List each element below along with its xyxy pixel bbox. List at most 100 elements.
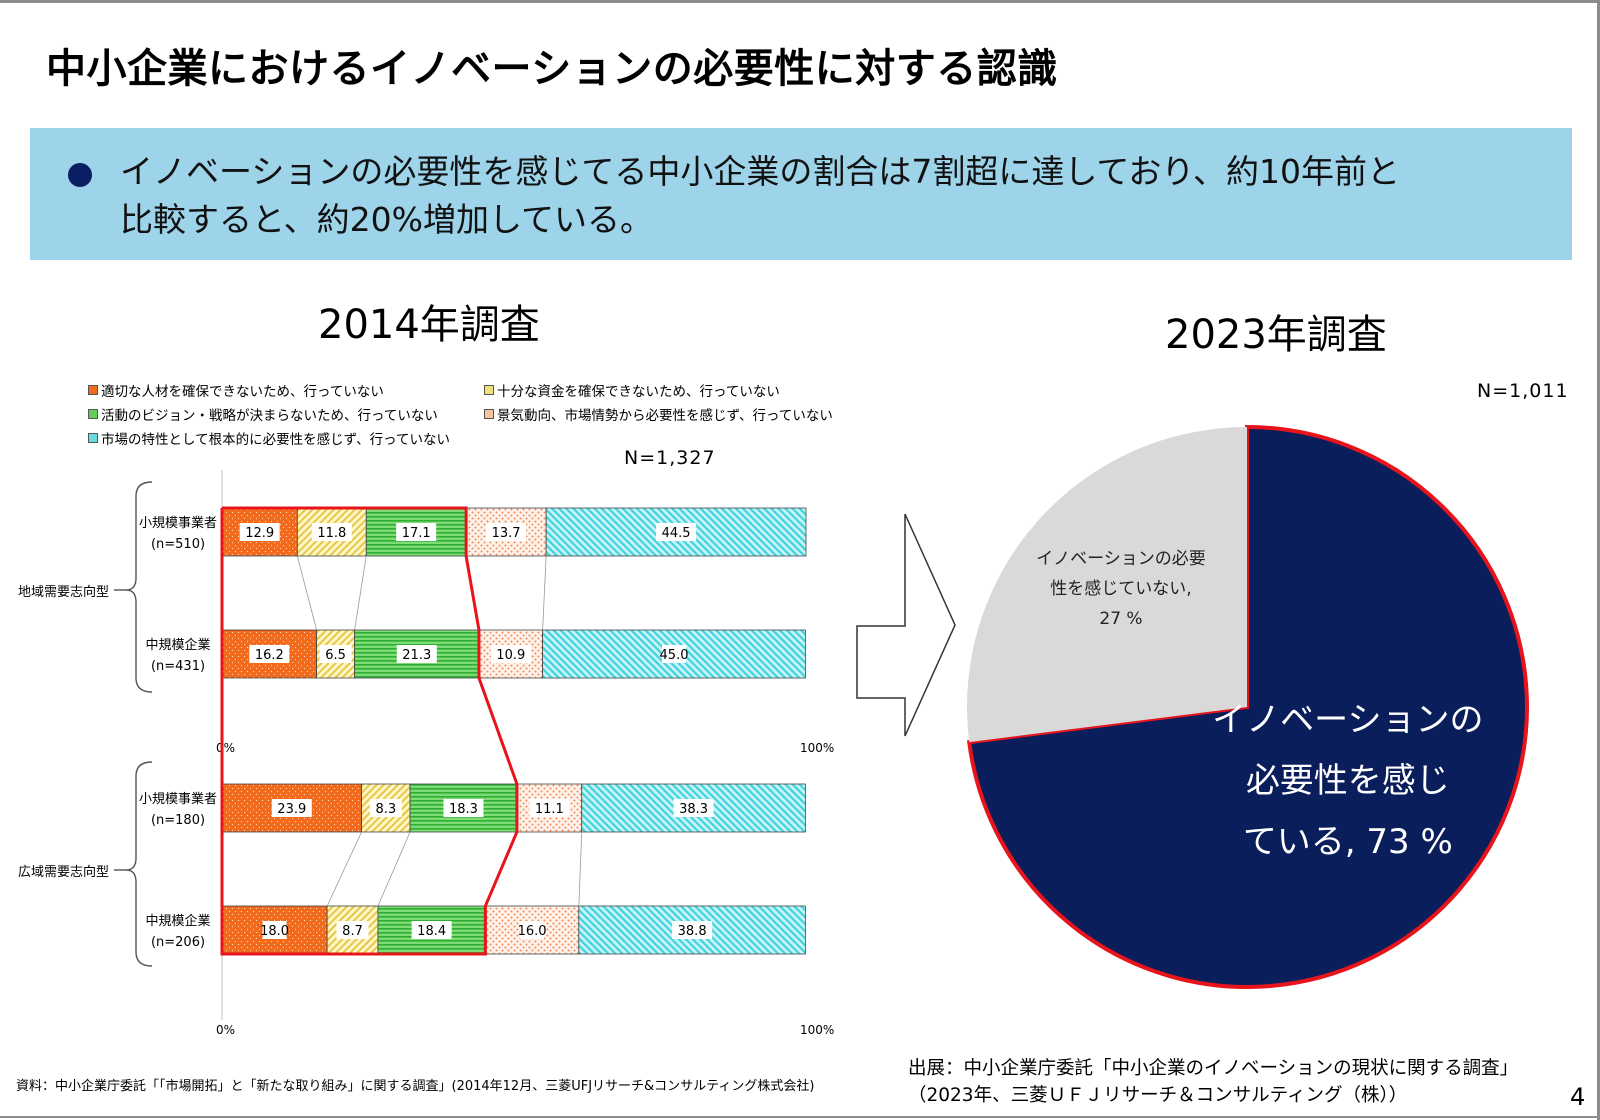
bar-chart-2014: 地域需要志向型 広域需要志向型 0% 100% 0% 100% 12.9 11.8… — [18, 470, 834, 1037]
bar-value-label: 12.9 — [245, 526, 274, 541]
row-labels: 小規模事業者 (n=510) 中規模企業 (n=431) 小規模事業者 (n=180) 中規… — [139, 515, 217, 950]
top-border — [0, 0, 1600, 3]
pie-slices — [966, 424, 1529, 989]
bar-value-label: 11.8 — [317, 526, 346, 541]
connector-line — [354, 555, 367, 631]
bar-value-bg — [529, 799, 570, 817]
source-2023: 出展：中小企業庁委託「中小企業のイノベーションの現状に関する調査」 （2023年… — [908, 1055, 1518, 1109]
bar-value-label: 16.0 — [518, 924, 547, 939]
row-label-n: (n=180) — [151, 813, 205, 828]
bar-rows: 12.9 11.8 17.1 13.7 44.5 16.2 6.5 21.3 10.9 45.0 2… — [221, 507, 807, 955]
bar-value-label: 8.7 — [342, 924, 363, 939]
legend-item-economy: 景気動向、市場情勢から必要性を感じず、行っていない — [484, 404, 833, 424]
legend-label: 十分な資金を確保できないため、行っていない — [497, 384, 780, 400]
highlight-outline — [220, 506, 519, 956]
legend-item-market: 市場の特性として根本的に必要性を感じず、行っていない — [88, 428, 450, 448]
pie-label-negative: 性を感じていない, — [1050, 579, 1191, 599]
pie-label-negative: 27 % — [1099, 609, 1142, 629]
legend-swatch-cyan — [88, 433, 98, 443]
bar-value-label: 45.0 — [660, 648, 689, 663]
bar-value-label: 18.0 — [260, 924, 289, 939]
arrow-icon — [856, 513, 956, 737]
connector-line — [326, 831, 362, 907]
pie-slice — [966, 424, 1529, 989]
group-bracket-1 — [125, 481, 153, 693]
bottom-border — [0, 1116, 1600, 1118]
bar-value-label: 13.7 — [492, 526, 521, 541]
group-label-local: 地域需要志向型 — [18, 584, 109, 600]
bar-value-label: 44.5 — [662, 526, 691, 541]
bar-value-bg — [662, 645, 687, 663]
bar-value-label: 21.3 — [402, 648, 431, 663]
bar-value-bg — [249, 645, 290, 663]
row-label-n: (n=510) — [151, 537, 205, 552]
row-label-name: 小規模事業者 — [139, 791, 217, 807]
connector-line — [296, 555, 317, 631]
bar-value-label: 16.2 — [255, 648, 284, 663]
summary-text: イノベーションの必要性を感じてる中小企業の割合は7割超に達しており、約10年前と… — [120, 148, 1540, 244]
bar-value-label: 18.3 — [449, 802, 478, 817]
source-2023-line1: 出展：中小企業庁委託「中小企業のイノベーションの現状に関する調査」 — [908, 1058, 1519, 1079]
summary-banner — [30, 128, 1572, 260]
legend-swatch-yellow — [484, 385, 494, 395]
bar-value-bg — [262, 921, 287, 939]
bar-value-bg — [490, 645, 531, 663]
pie-label-negative: イノベーションの必要 — [1036, 549, 1206, 569]
source-2014: 資料：中小企業庁委託「「市場開拓」と「新たな取り組み」に関する調査」(2014年… — [16, 1079, 815, 1094]
sample-size-2014: N=1,327 — [624, 447, 716, 469]
bullet-icon — [68, 163, 92, 187]
bar-value-bg — [411, 921, 452, 939]
summary-line-1: イノベーションの必要性を感じてる中小企業の割合は7割超に達しており、約10年前と — [120, 152, 1401, 191]
bar-value-bg — [443, 799, 484, 817]
bar-value-label: 17.1 — [402, 526, 431, 541]
connector-line — [377, 831, 411, 907]
pie-label-positive: ている, 73 % — [1243, 822, 1453, 862]
bar-value-bg — [319, 645, 352, 663]
bar-value-bg — [239, 523, 280, 541]
legend-label: 景気動向、市場情勢から必要性を感じず、行っていない — [497, 408, 833, 424]
bar-value-bg — [656, 523, 697, 541]
row-label-name: 小規模事業者 — [139, 515, 217, 531]
survey-2023-title: 2023年調査 — [1165, 312, 1387, 358]
bar-value-label: 6.5 — [325, 648, 346, 663]
bar-value-bg — [673, 799, 714, 817]
bar-value-label: 23.9 — [277, 802, 306, 817]
pie-label-positive: 必要性を感じ — [1246, 761, 1450, 801]
row-label-n: (n=206) — [151, 935, 205, 950]
axis-max-label-2: 100% — [800, 1023, 834, 1037]
legend-swatch-orange — [88, 385, 98, 395]
sample-size-2023: N=1,011 — [1477, 380, 1569, 402]
bar-value-label: 18.4 — [417, 924, 446, 939]
legend-label: 市場の特性として根本的に必要性を感じず、行っていない — [101, 432, 450, 448]
legend-swatch-peach — [484, 409, 494, 419]
bar-value-label: 11.1 — [535, 802, 564, 817]
bar-value-bg — [520, 921, 545, 939]
right-border — [1597, 0, 1600, 1120]
legend-label: 適切な人材を確保できないため、行っていない — [101, 384, 384, 400]
bar-value-bg — [396, 523, 437, 541]
bar-value-bg — [369, 799, 402, 817]
slide-title: 中小企業におけるイノベーションの必要性に対する認識 — [46, 46, 1058, 92]
bar-value-label: 38.8 — [678, 924, 707, 939]
source-2023-line2: （2023年、三菱ＵＦＪリサーチ＆コンサルティング（株）） — [908, 1085, 1408, 1106]
row-label-name: 中規模企業 — [145, 913, 210, 929]
legend-label: 活動のビジョン・戦略が決まらないため、行っていない — [101, 408, 438, 424]
summary-line-2: 比較すると、約20%増加している。 — [120, 200, 654, 239]
connector-line — [542, 555, 547, 631]
page-number: 4 — [1570, 1083, 1586, 1111]
bar-connectors — [296, 555, 583, 907]
bar-value-bg — [672, 921, 713, 939]
bar-value-label: 8.3 — [375, 802, 396, 817]
bar-value-bg — [311, 523, 352, 541]
bar-value-label: 10.9 — [496, 648, 525, 663]
bar-value-bg — [336, 921, 369, 939]
bar-value-bg — [271, 799, 312, 817]
bar-value-label: 38.3 — [679, 802, 708, 817]
bar-value-bg — [486, 523, 527, 541]
survey-2014-title: 2014年調査 — [318, 302, 540, 348]
row-label-name: 中規模企業 — [145, 637, 210, 653]
legend-item-personnel: 適切な人材を確保できないため、行っていない — [88, 380, 384, 400]
row-label-n: (n=431) — [151, 659, 205, 674]
